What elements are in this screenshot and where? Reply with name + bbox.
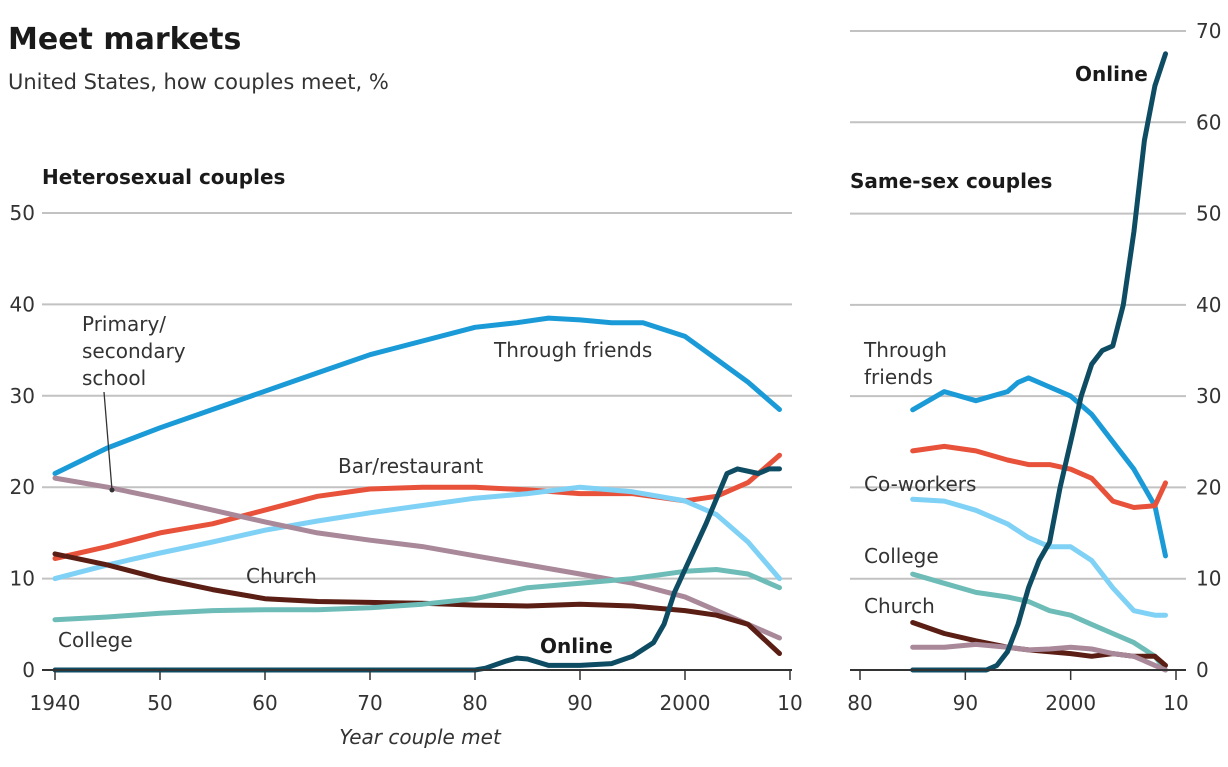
right-y-tick-label: 30: [1196, 384, 1221, 408]
left-x-tick-label: 70: [357, 691, 382, 715]
left-x-tick-label: 50: [147, 691, 172, 715]
left-y-tick-label: 40: [10, 292, 35, 316]
annotation-school-3: school: [82, 366, 146, 390]
right-y-tick-label: 0: [1196, 658, 1209, 682]
left-line-co-workers: [52, 484, 782, 582]
right-line-co-workers: [910, 443, 1168, 510]
right-line-through-friends: [910, 375, 1168, 559]
left-line-online: [52, 466, 782, 673]
left-y-tick-label: 0: [22, 658, 35, 682]
right-line-series-5: [910, 641, 1168, 673]
left-x-tick-label: 90: [567, 691, 592, 715]
left-x-tick-label: 80: [462, 691, 487, 715]
right-y-tick-label: 40: [1196, 293, 1221, 317]
panel-title-heterosexual: Heterosexual couples: [42, 165, 285, 189]
right-line-church: [910, 620, 1168, 668]
left-y-tick-label: 50: [10, 201, 35, 225]
right-y-tick-label: 50: [1196, 202, 1221, 226]
annotation-right-college: College: [864, 544, 939, 568]
left-y-tick-label: 10: [10, 567, 35, 591]
right-line-college: [910, 571, 1168, 673]
right-x-tick-label: 2000: [1045, 691, 1096, 715]
left-line-bar-restaurant: [52, 452, 782, 561]
right-line-series-2: [910, 496, 1168, 618]
x-axis-label: Year couple met: [339, 725, 502, 749]
left-series: [52, 315, 782, 673]
left-x-tick-label: 60: [252, 691, 277, 715]
annotation-college: College: [58, 628, 133, 652]
panel-title-same-sex: Same-sex couples: [850, 169, 1052, 193]
left-line-church: [52, 551, 782, 656]
left-gridlines: [42, 212, 792, 580]
annotation-online-left: Online: [540, 634, 613, 658]
right-x-tick-label: 10: [1163, 691, 1188, 715]
left-y-tick-label: 30: [10, 384, 35, 408]
annotation-co-workers: Co-workers: [864, 472, 976, 496]
left-x-tick-label: 1940: [30, 691, 81, 715]
annotation-through-friends: Through friends: [493, 338, 652, 362]
axes: 0 10 20 30 40 50 1940 50 60 70 80 90 2000 10 0 10 20 30 40…: [10, 19, 1222, 715]
right-series: [910, 51, 1168, 673]
annotation-school-2: secondary: [82, 339, 186, 363]
annotation-right-through-1: Through: [863, 338, 947, 362]
left-line-primary-secondary-school: [52, 475, 782, 641]
right-y-tick-label: 20: [1196, 475, 1221, 499]
annotation-online-right: Online: [1075, 62, 1148, 86]
right-x-tick-label: 90: [953, 691, 978, 715]
right-y-tick-label: 60: [1196, 110, 1221, 134]
right-y-tick-label: 10: [1196, 567, 1221, 591]
left-x-tick-label: 10: [777, 691, 802, 715]
chart-title: Meet markets: [8, 22, 242, 57]
right-x-tick-label: 80: [847, 691, 872, 715]
left-x-tick-label: 2000: [660, 691, 711, 715]
school-pointer-line: [103, 391, 113, 491]
right-y-tick-label: 70: [1196, 19, 1221, 43]
annotation-school-1: Primary/: [82, 312, 166, 336]
left-line-through-friends: [52, 315, 782, 476]
annotation-bar-restaurant: Bar/restaurant: [338, 454, 483, 478]
annotation-right-church: Church: [864, 594, 935, 618]
chart-subtitle: United States, how couples meet, %: [8, 70, 389, 94]
left-line-college: [52, 567, 782, 623]
school-pointer-dot: [109, 487, 115, 493]
annotation-church: Church: [246, 564, 317, 588]
right-gridlines: [850, 30, 1186, 580]
annotation-right-through-2: friends: [864, 365, 933, 389]
left-y-tick-label: 20: [10, 475, 35, 499]
right-line-online: [910, 51, 1168, 673]
